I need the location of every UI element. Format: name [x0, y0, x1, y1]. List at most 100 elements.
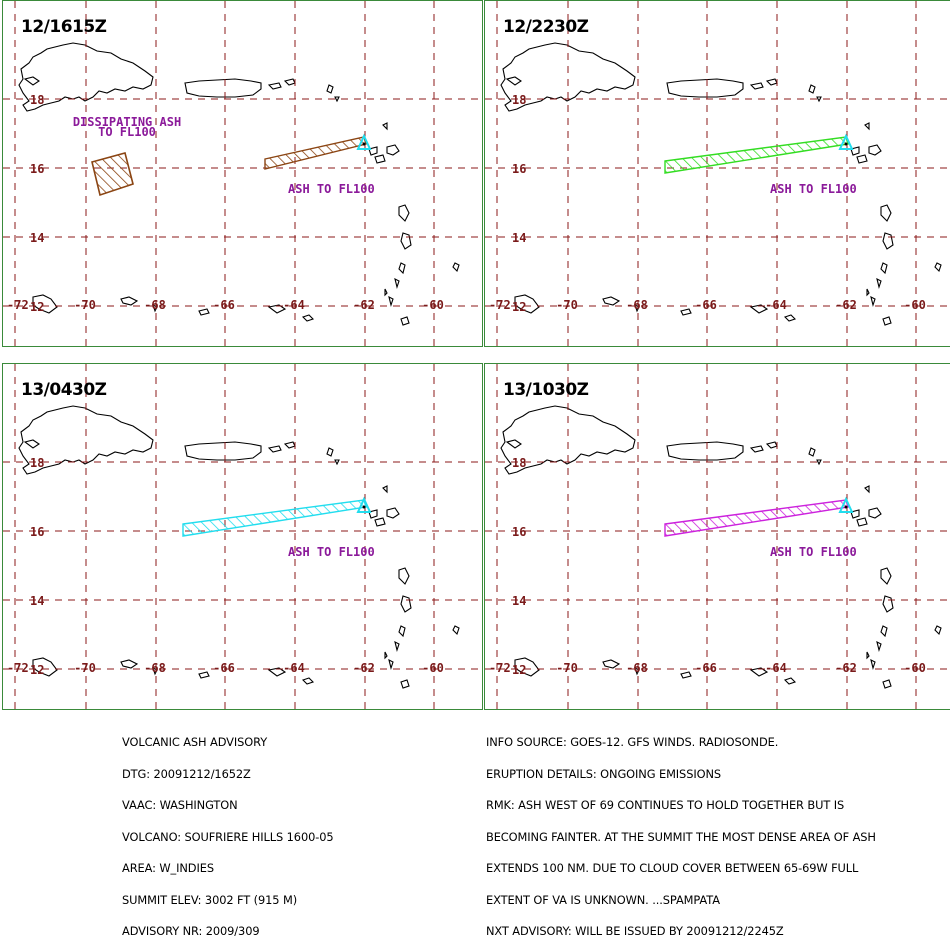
volcano-point — [362, 142, 366, 146]
advisory-header-block: VOLCANIC ASH ADVISORY DTG: 20091212/1652… — [122, 716, 334, 947]
coastline — [368, 146, 378, 156]
forecast-time: 12/2230Z — [503, 17, 589, 37]
longitude-label: -68 — [144, 661, 166, 675]
coastline — [386, 507, 400, 519]
map-panel-3: 18 16 14 12 -72 -70 -68 -66 -64 -62 -60 ASH TO FL10… — [2, 363, 483, 710]
coastline — [374, 517, 386, 527]
coastline — [856, 517, 868, 527]
latitude-label: 12 — [30, 300, 44, 314]
coastline — [680, 308, 692, 316]
coastline — [783, 677, 797, 685]
advisory-line: RMK: ASH WEST OF 69 CONTINUES TO HOLD TO… — [486, 798, 845, 812]
latitude-label: 18 — [30, 456, 44, 470]
coastline — [850, 509, 860, 519]
coastline — [23, 76, 40, 86]
coastline — [880, 625, 888, 638]
longitude-label: -68 — [626, 661, 648, 675]
coastline — [18, 42, 154, 112]
coastline — [384, 288, 388, 297]
coastline — [18, 405, 154, 475]
advisory-line: VOLCANO: SOUFRIERE HILLS 1600-05 — [122, 829, 334, 844]
coastline — [856, 154, 868, 164]
longitude-label: -72 — [7, 661, 29, 675]
coastline — [808, 447, 816, 457]
coastline — [882, 232, 894, 250]
map-canvas: 18 16 14 12-72 -70 -68 -66 -64 -62 -60 ASH TO FL10… — [485, 364, 950, 709]
longitude-label: -62 — [353, 298, 375, 312]
coastline — [666, 441, 744, 461]
coastline — [500, 42, 636, 112]
advisory-line: SUMMIT ELEV: 3002 FT (915 M) — [122, 892, 298, 907]
coastline — [326, 84, 334, 94]
dissipating-ash-label: DISSIPATING ASH — [73, 115, 181, 129]
coastline — [452, 625, 460, 636]
latitude-label: 18 — [30, 93, 44, 107]
coastline — [120, 659, 139, 669]
coastline — [876, 277, 882, 289]
volcano-point — [362, 505, 366, 509]
map-canvas: 18 16 14 12-72 -70 -68 -66 -64 -62 -60 ASH TO FL10… — [485, 1, 950, 346]
coastline — [394, 640, 400, 652]
forecast-time: 13/1030Z — [503, 380, 589, 400]
forecast-time: 12/1615Z — [21, 17, 107, 37]
advisory-line: ERUPTION DETAILS: ONGOING EMISSIONS — [486, 766, 721, 781]
coastline — [666, 78, 744, 98]
coastline — [882, 595, 894, 613]
coastline — [398, 625, 406, 638]
longitude-label: -60 — [422, 661, 444, 675]
coastline — [816, 459, 822, 466]
latitude-label: 12 — [512, 300, 526, 314]
coastline — [388, 295, 394, 307]
forecast-time: 13/0430Z — [21, 380, 107, 400]
latitude-label: 18 — [512, 456, 526, 470]
advisory-line: AREA: W_INDIES — [122, 861, 214, 875]
longitude-label: -64 — [283, 661, 305, 675]
advisory-line: INFO SOURCE: GOES-12. GFS WINDS. RADIOSO… — [486, 735, 779, 749]
coastline — [749, 667, 769, 677]
coastline — [864, 485, 870, 494]
longitude-label: -72 — [489, 298, 511, 312]
longitude-label: -70 — [556, 298, 578, 312]
coastline — [398, 204, 410, 222]
volcano-marker — [356, 133, 372, 150]
longitude-label: -62 — [835, 661, 857, 675]
longitude-label: -72 — [489, 661, 511, 675]
coastline — [870, 295, 876, 307]
coastline — [23, 439, 40, 449]
coastline — [267, 304, 287, 314]
map-panel-1: 18 16 14 12 -72 -70 -68 -66 -64 -62 -60 DISSIPATING… — [2, 0, 483, 347]
coastline — [765, 78, 778, 86]
advisory-line: ADVISORY NR: 2009/309 — [122, 924, 260, 938]
advisory-line: VAAC: WASHINGTON — [122, 798, 238, 812]
coastline — [850, 146, 860, 156]
coastline — [880, 204, 892, 222]
latitude-label: 12 — [512, 663, 526, 677]
coastline — [334, 459, 340, 466]
longitude-label: -70 — [74, 298, 96, 312]
coastline — [882, 316, 892, 326]
coastline — [326, 447, 334, 457]
coastline — [934, 262, 942, 273]
coastline — [398, 567, 410, 585]
latitude-label: 18 — [512, 93, 526, 107]
coastline — [374, 154, 386, 164]
coastline — [368, 509, 378, 519]
ash-altitude-label: ASH TO FL100 — [770, 545, 857, 559]
coastline — [505, 439, 522, 449]
coastline — [198, 308, 210, 316]
coastline — [816, 96, 822, 103]
longitude-label: -64 — [765, 298, 787, 312]
coastline — [400, 316, 410, 326]
map-panel-4: 18 16 14 12 -72 -70 -68 -66 -64 -62 -60 ASH TO FL10… — [484, 363, 950, 710]
advisory-remarks-block: INFO SOURCE: GOES-12. GFS WINDS. RADIOSO… — [486, 716, 876, 947]
coastline — [334, 96, 340, 103]
volcano-point — [844, 142, 848, 146]
ash-altitude-label: ASH TO FL100 — [288, 545, 375, 559]
coastline — [184, 441, 262, 461]
advisory-line: EXTENT OF VA IS UNKNOWN. ...SPAMPATA — [486, 892, 720, 907]
coastline — [267, 445, 282, 453]
coastline — [882, 679, 892, 689]
advisory-line: DTG: 20091212/1652Z — [122, 766, 251, 781]
coastline — [382, 485, 388, 494]
coastline — [749, 304, 769, 314]
